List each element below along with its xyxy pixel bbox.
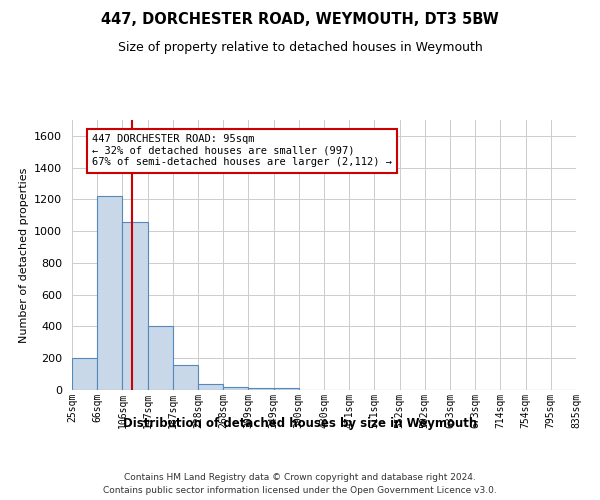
Text: Size of property relative to detached houses in Weymouth: Size of property relative to detached ho… [118,41,482,54]
Y-axis label: Number of detached properties: Number of detached properties [19,168,29,342]
Bar [72,358,97,390]
Text: 447, DORCHESTER ROAD, WEYMOUTH, DT3 5BW: 447, DORCHESTER ROAD, WEYMOUTH, DT3 5BW [101,12,499,28]
Text: Contains HM Land Registry data © Crown copyright and database right 2024.: Contains HM Land Registry data © Crown c… [124,472,476,482]
Bar [223,387,248,390]
Text: Contains public sector information licensed under the Open Government Licence v3: Contains public sector information licen… [103,486,497,495]
Bar [173,364,198,390]
Bar [198,384,223,390]
Text: 447 DORCHESTER ROAD: 95sqm
← 32% of detached houses are smaller (997)
67% of sem: 447 DORCHESTER ROAD: 95sqm ← 32% of deta… [92,134,392,168]
Bar [148,326,173,390]
Bar [248,388,274,390]
Bar [97,196,122,390]
Bar [122,222,148,390]
Bar [274,388,299,390]
Text: Distribution of detached houses by size in Weymouth: Distribution of detached houses by size … [123,418,477,430]
